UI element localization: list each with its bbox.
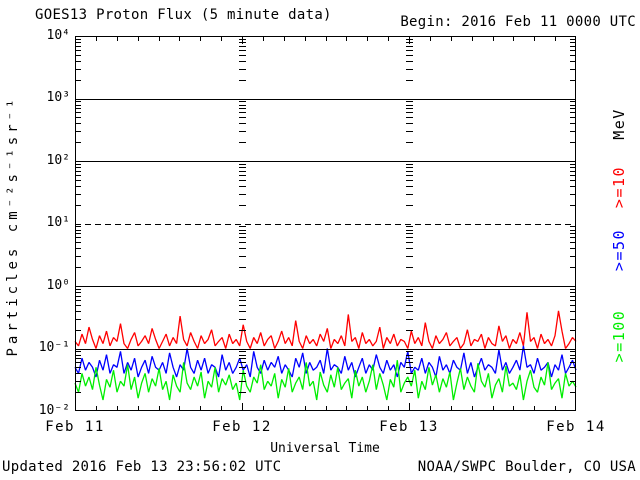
y-tick-label-1e-1: 10⁻¹ [38, 340, 70, 355]
y-tick-label-1e0: 10⁰ [46, 278, 70, 293]
plot-title: GOES13 Proton Flux (5 minute data) [35, 7, 332, 23]
x-axis-title: Universal Time [270, 441, 380, 456]
series-label-ge100: >=100 [610, 309, 628, 363]
y-tick-label-1e4: 10⁴ [46, 28, 70, 43]
updated-timestamp: Updated 2016 Feb 13 23:56:02 UTC [2, 459, 282, 475]
series-label-ge10: >=10 [610, 165, 628, 209]
source-credit: NOAA/SWPC Boulder, CO USA [417, 459, 636, 475]
y-tick-label-1e-2: 10⁻² [38, 403, 70, 418]
begin-timestamp: Begin: 2016 Feb 11 0000 UTC [400, 14, 636, 30]
right-axis-unit-label: MeV [610, 108, 628, 140]
x-tick-label-feb11: Feb 11 [45, 419, 105, 435]
y-tick-label-1e2: 10² [46, 153, 70, 168]
x-tick-label-feb13: Feb 13 [379, 419, 439, 435]
x-tick-label-feb14: Feb 14 [546, 419, 606, 435]
y-tick-label-1e3: 10³ [46, 90, 70, 105]
y-axis-title: Particles cm⁻²s⁻¹sr⁻¹ [5, 95, 21, 357]
series-label-ge50: >=50 [610, 228, 628, 272]
x-tick-label-feb12: Feb 12 [212, 419, 272, 435]
y-tick-label-1e1: 10¹ [46, 215, 70, 230]
